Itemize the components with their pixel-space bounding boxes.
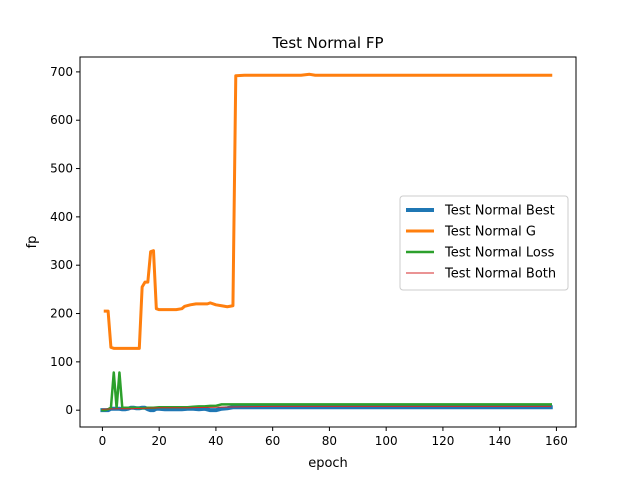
legend-label: Test Normal Loss [444,246,555,261]
x-tick-label: 160 [545,434,568,448]
x-tick-label: 140 [488,434,511,448]
series-line-4 [101,405,552,410]
x-tick-label: 100 [375,434,398,448]
y-tick-label: 500 [50,162,73,176]
y-tick-label: 200 [50,307,73,321]
y-tick-label: 400 [50,210,73,224]
y-axis-ticks: 0 100 200 300 400 500 600 700 [50,65,80,417]
y-tick-label: 100 [50,355,73,369]
legend-label: Test Normal G [444,225,536,240]
x-tick-label: 20 [152,434,167,448]
y-tick-label: 700 [50,65,73,79]
legend-box [399,195,569,291]
y-tick-label: 600 [50,113,73,127]
y-axis-label: fp [25,236,40,249]
plot-frame [79,56,577,428]
x-tick-label: 60 [265,434,280,448]
x-tick-label: 120 [431,434,454,448]
x-tick-label: 80 [322,434,337,448]
x-axis-label: epoch [308,456,348,471]
chart-title: Test Normal FP [271,34,383,52]
series-layer [100,72,553,413]
series-line-2 [103,72,553,350]
legend-label: Test Normal Both [444,267,556,282]
y-tick-label: 300 [50,258,73,272]
x-axis-ticks: 0 20 40 60 80 100 120 140 160 [99,427,568,448]
x-tick-label: 0 [99,434,107,448]
legend: Test Normal Best Test Normal G Test Normal… [399,195,569,291]
x-tick-label: 40 [208,434,223,448]
legend-label: Test Normal Best [444,204,555,219]
y-tick-label: 0 [65,403,73,417]
